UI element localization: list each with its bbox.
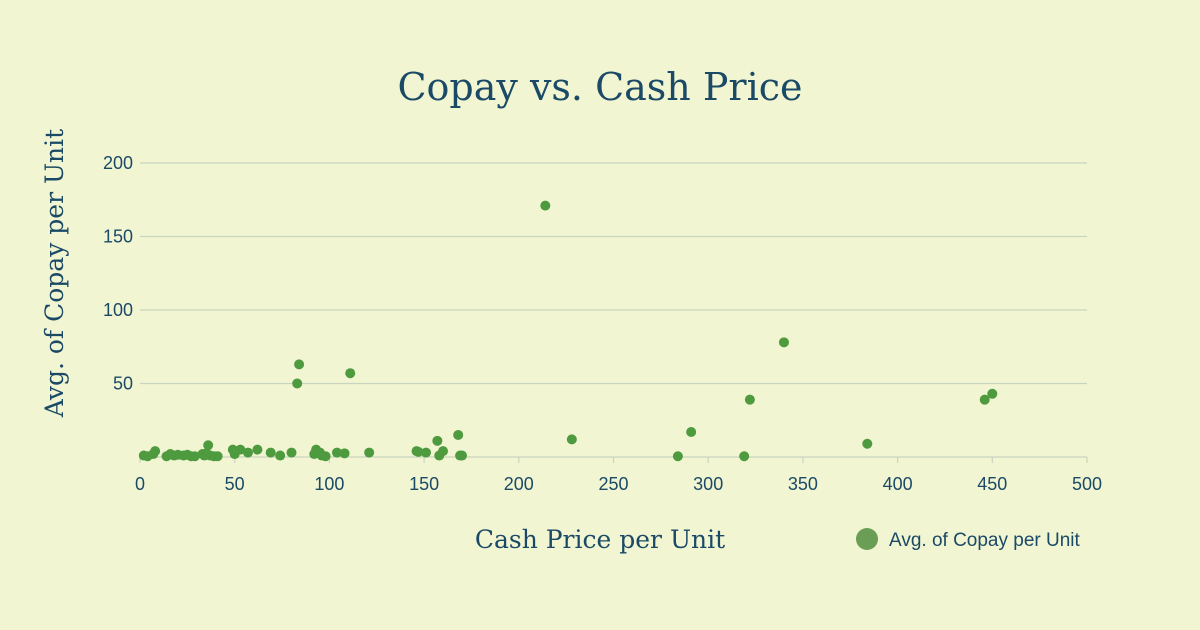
- data-point: [456, 450, 467, 461]
- data-point: [413, 446, 424, 457]
- data-point: [987, 388, 998, 399]
- x-tick-label: 150: [409, 474, 439, 494]
- y-axis-title: Avg. of Copay per Unit: [40, 129, 69, 418]
- legend: Avg. of Copay per Unit: [856, 528, 1081, 551]
- data-point: [686, 427, 697, 438]
- data-point: [364, 447, 375, 458]
- x-tick-label: 0: [135, 474, 145, 494]
- data-point: [265, 447, 276, 458]
- data-point: [345, 368, 356, 379]
- data-point: [438, 446, 449, 457]
- data-point: [320, 451, 331, 462]
- data-point: [292, 378, 303, 389]
- data-point: [189, 451, 200, 462]
- data-point: [979, 394, 990, 405]
- y-tick-label: 50: [113, 374, 133, 394]
- legend-marker: [856, 528, 878, 550]
- chart-title: Copay vs. Cash Price: [397, 65, 802, 109]
- legend-label: Avg. of Copay per Unit: [889, 530, 1081, 551]
- data-point: [778, 337, 789, 348]
- grid-lines: [140, 162, 1087, 458]
- data-point: [294, 359, 305, 370]
- x-tick-label: 500: [1072, 474, 1102, 494]
- y-tick-label: 150: [103, 227, 133, 247]
- data-point: [242, 447, 253, 458]
- data-point: [862, 438, 873, 449]
- data-point: [420, 447, 431, 458]
- data-point: [566, 434, 577, 445]
- x-tick-label: 350: [788, 474, 818, 494]
- x-axis-ticks: 0 50 100 150 200 250 300 350 400 450 500: [135, 457, 1102, 494]
- data-point: [339, 448, 350, 459]
- x-tick-label: 50: [225, 474, 245, 494]
- x-tick-label: 100: [314, 474, 344, 494]
- y-axis-ticks: 50 100 150 200: [103, 153, 133, 394]
- data-point: [235, 444, 246, 455]
- data-point: [286, 447, 297, 458]
- data-points: [138, 200, 998, 462]
- data-point: [252, 444, 263, 455]
- x-tick-label: 450: [977, 474, 1007, 494]
- data-point: [739, 451, 750, 462]
- y-tick-label: 100: [103, 300, 133, 320]
- data-point: [150, 446, 161, 457]
- x-tick-label: 200: [504, 474, 534, 494]
- data-point: [672, 451, 683, 462]
- data-point: [331, 447, 342, 458]
- y-tick-label: 200: [103, 153, 133, 173]
- data-point: [212, 451, 223, 462]
- x-tick-label: 300: [693, 474, 723, 494]
- x-axis-title: Cash Price per Unit: [475, 525, 725, 554]
- data-point: [203, 440, 214, 451]
- x-tick-label: 400: [883, 474, 913, 494]
- data-point: [432, 435, 443, 446]
- data-point: [540, 200, 551, 211]
- data-point: [744, 394, 755, 405]
- data-point: [275, 450, 286, 461]
- data-point: [453, 429, 464, 440]
- x-tick-label: 250: [598, 474, 628, 494]
